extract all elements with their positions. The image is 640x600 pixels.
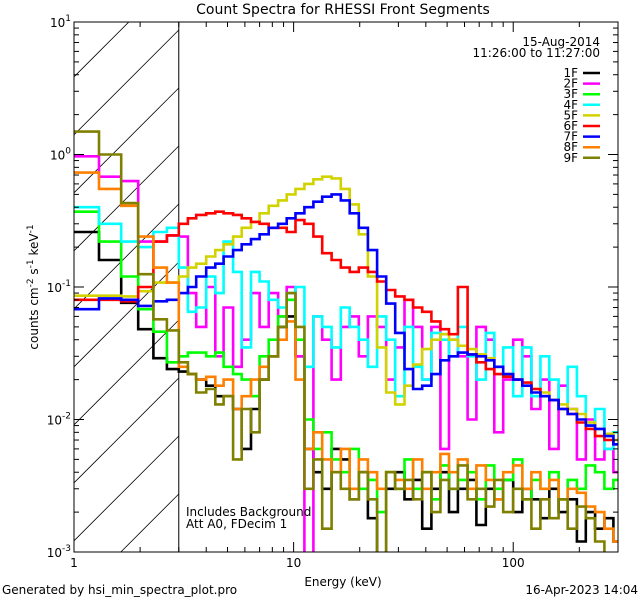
legend-label-6F: 6F xyxy=(563,119,578,133)
y-label-part: keV xyxy=(27,233,41,260)
legend: 15-Aug-2014 11:26:00 to 11:27:00 1F2F3F4… xyxy=(473,35,600,165)
legend-label-9F: 9F xyxy=(563,151,578,165)
legend-label-5F: 5F xyxy=(563,108,578,122)
series-1F xyxy=(74,230,618,552)
legend-label-8F: 8F xyxy=(563,140,578,154)
hatch-line xyxy=(73,87,180,194)
footer-timestamp: 16-Apr-2023 14:04 xyxy=(525,583,638,597)
y-tick-exp: -2 xyxy=(62,412,71,422)
y-tick-base: 10 xyxy=(47,281,62,295)
series-group xyxy=(74,130,618,552)
hatch-line xyxy=(73,29,180,136)
hatch-line xyxy=(120,493,180,553)
hatched-region xyxy=(73,21,180,553)
y-tick-base: 10 xyxy=(47,414,62,428)
annotation-attenuator: Att A0, FDecim 1 xyxy=(186,517,287,531)
hatch-line xyxy=(73,435,180,542)
hatch-line xyxy=(73,377,180,484)
series-7F xyxy=(74,193,618,446)
hatch-line xyxy=(73,21,130,78)
series-3F xyxy=(74,210,618,514)
y-tick-label: 10-2 xyxy=(47,412,71,428)
y-tick-label: 10-1 xyxy=(47,279,71,295)
x-tick-label: 100 xyxy=(502,556,525,570)
hatch-line xyxy=(73,319,180,426)
legend-label-2F: 2F xyxy=(563,77,578,91)
y-tick-base: 10 xyxy=(50,16,65,30)
hatch-line xyxy=(73,145,180,252)
y-tick-exp: 1 xyxy=(65,14,71,24)
chart-title: Count Spectra for RHESSI Front Segments xyxy=(196,2,490,18)
y-label-sup: -1 xyxy=(26,259,36,268)
y-tick-base: 10 xyxy=(47,546,62,560)
series-9F xyxy=(74,130,606,552)
y-tick-exp: 0 xyxy=(65,147,71,157)
series-4F xyxy=(74,205,618,451)
legend-date: 15-Aug-2014 xyxy=(522,35,600,49)
y-label-sup: -1 xyxy=(26,224,36,233)
footer-generated-by: Generated by hsi_min_spectra_plot.pro xyxy=(2,583,237,597)
legend-label-1F: 1F xyxy=(563,66,578,80)
y-tick-label: 100 xyxy=(50,147,71,163)
hatch-line xyxy=(73,203,180,310)
y-tick-exp: -1 xyxy=(62,279,71,289)
legend-label-3F: 3F xyxy=(563,87,578,101)
y-tick-base: 10 xyxy=(50,149,65,163)
x-tick-label: 10 xyxy=(286,556,301,570)
series-8F xyxy=(74,171,618,543)
y-tick-exp: -3 xyxy=(62,544,71,554)
y-label-part: counts cm xyxy=(27,287,41,349)
y-axis-label: counts cm-2 s-1 keV-1 xyxy=(26,224,41,349)
legend-label-4F: 4F xyxy=(563,98,578,112)
series-2F xyxy=(74,155,618,552)
legend-time-range: 11:26:00 to 11:27:00 xyxy=(473,46,600,60)
y-label-sup: -2 xyxy=(26,278,36,287)
annotation-background: Includes Background xyxy=(186,505,311,519)
x-axis-label: Energy (keV) xyxy=(304,575,381,589)
x-tick-label: 1 xyxy=(70,556,78,570)
y-tick-label: 101 xyxy=(50,14,71,30)
y-label-part: s xyxy=(27,268,41,278)
hatch-line xyxy=(73,261,180,368)
y-tick-label: 10-3 xyxy=(47,544,71,560)
legend-label-7F: 7F xyxy=(563,130,578,144)
